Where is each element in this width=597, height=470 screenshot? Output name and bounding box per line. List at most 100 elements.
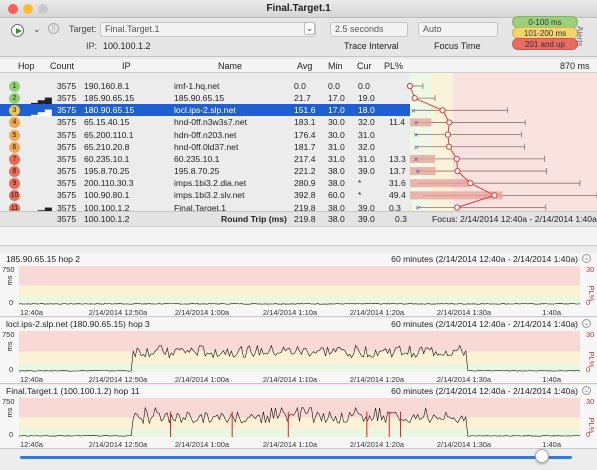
hop-number-badge: 6: [9, 141, 20, 153]
x-tick-label: 2/14/2014 1:30a: [437, 440, 492, 449]
y-axis-label: ms: [5, 275, 14, 285]
play-icon[interactable]: [11, 24, 24, 37]
hop-avg: 219.8: [294, 202, 316, 213]
latency-trace: [18, 344, 581, 372]
y-tick-bottom: 0: [9, 298, 13, 307]
hop-number-badge: 11: [9, 202, 20, 214]
col-pl[interactable]: PL%: [384, 61, 404, 71]
packet-loss-bar: [410, 179, 470, 188]
col-hop[interactable]: Hop: [18, 61, 35, 71]
zoom-window-icon[interactable]: [38, 4, 48, 14]
x-tick-label: 1:40a: [542, 375, 562, 384]
avg-latency-point: [446, 119, 453, 126]
close-window-icon[interactable]: [8, 4, 18, 14]
hop-row[interactable]: 1 3575 190.160.8.1 imf-1.hq.net 0.0 0.0 0.0: [0, 80, 597, 92]
hop-count: 3575: [57, 153, 77, 164]
graph-menu-icon[interactable]: ⌄: [582, 254, 591, 263]
col-ip[interactable]: IP: [122, 61, 131, 71]
hop-ip: 65.200.110.1: [84, 129, 134, 140]
hop-row[interactable]: 7 3575 60.235.10.1 60.235.10.1 217.4 31.0 31.0…: [0, 153, 597, 165]
current-marker: ×: [414, 143, 419, 152]
avg-latency-point: [454, 167, 461, 175]
hop-avg: 217.4: [294, 153, 316, 164]
hop-avg: 221.2: [294, 166, 316, 177]
current-marker: ×: [411, 106, 416, 115]
latency-trace: [19, 303, 581, 305]
hop-avg: 176.4: [294, 129, 316, 140]
hop-ip: 180.90.65.15: [84, 105, 135, 116]
hop-count: 3575: [57, 202, 77, 213]
hop-ip: 190.160.8.1: [84, 81, 130, 91]
legend-mid-label: 101-200 ms: [523, 29, 567, 38]
summary-count: 3575: [57, 214, 77, 224]
hop-min: 31.0: [328, 153, 345, 164]
summary-label: Round Trip (ms): [221, 214, 287, 224]
hop-cur: 39.0: [358, 202, 375, 213]
zone-good: [410, 73, 432, 213]
graph-icon[interactable]: ▁▃▅: [31, 203, 52, 214]
packet-loss-bar: [410, 118, 432, 127]
pause-icon[interactable]: ||: [48, 23, 59, 34]
col-avg[interactable]: Avg: [297, 61, 313, 71]
target-dropdown-icon[interactable]: ⌄: [304, 22, 315, 35]
pl-tick-bottom: 0: [586, 365, 590, 374]
graph-menu-icon[interactable]: ⌄: [582, 386, 591, 395]
minimize-window-icon[interactable]: [23, 4, 33, 14]
summary-cur: 39.0: [358, 214, 375, 224]
hop-row[interactable]: 5 3575 65.200.110.1 hdn-0ff.n203.net 176.4 30…: [0, 129, 597, 141]
focus-time-select[interactable]: Auto: [418, 22, 498, 37]
hop-row[interactable]: 4 3575 65.15.40.15 hnd-0ff.n3w3s7.net 183.1 3…: [0, 116, 597, 129]
target-input[interactable]: Final.Target.1: [100, 22, 316, 37]
hop-cur: 19.0: [358, 93, 375, 104]
timeline-graph[interactable]: 185.90.65.15 hop 2 60 minutes (2/14/2014 …: [0, 253, 597, 317]
legend-high: 201 and up: [512, 38, 578, 50]
hop-name: Final.Target.1: [174, 202, 227, 213]
alerts-tab[interactable]: Alerts: [575, 26, 584, 47]
col-name[interactable]: Name: [218, 61, 243, 71]
packet-loss-bar: [410, 167, 436, 176]
graph-title: Final.Target.1 (100.100.1.2) hop 11: [6, 386, 140, 396]
summary-min: 38.0: [328, 214, 345, 224]
hop-latency-chart: ×××××××××: [406, 73, 597, 213]
hop-row[interactable]: 6 3575 65.210.20.8 hnd-0ff.0ld37.net 181.7 31…: [0, 141, 597, 153]
chevron-down-icon[interactable]: ⌄: [33, 24, 41, 34]
timeline-graph[interactable]: Final.Target.1 (100.100.1.2) hop 11 60 mi…: [0, 385, 597, 449]
hop-pl: 0.3: [389, 202, 401, 213]
hop-pl: 11.4: [389, 117, 406, 128]
time-slider-track[interactable]: [20, 456, 572, 459]
hop-row[interactable]: 2 3575 185.90.65.15 185.90.65.15 21.7 17.0 19.…: [0, 92, 597, 105]
hop-row[interactable]: 10 3575 100.90.80.1 imps.1bi3.2.slv.net 392.…: [0, 189, 597, 202]
graph-menu-icon[interactable]: ⌄: [582, 319, 591, 328]
x-tick-label: 2/14/2014 12:50a: [89, 440, 148, 449]
hop-min: 31.0: [328, 141, 345, 152]
col-min[interactable]: Min: [328, 61, 343, 71]
x-tick-label: 12:40a: [20, 440, 44, 449]
hop-count: 3575: [57, 141, 77, 152]
graph-icon[interactable]: ▁▃▅: [31, 106, 52, 117]
time-slider-knob[interactable]: [535, 449, 549, 463]
hop-ip: 185.90.65.15: [84, 93, 135, 104]
current-marker: ×: [415, 167, 420, 176]
summary-avg: 219.8: [294, 214, 316, 224]
pane-splitter[interactable]: [0, 226, 597, 246]
hop-min: 30.0: [328, 129, 345, 140]
hop-row[interactable]: 8 3575 195.8.70.25 195.8.70.25 221.2 38.0 39.0…: [0, 165, 597, 178]
hop-number-badge: 1: [9, 81, 20, 92]
hop-count: 3575: [57, 166, 77, 177]
hop-name: locl.ips-2.slp.net: [174, 105, 236, 116]
hop-row[interactable]: 9 3575 200.110.30.3 imps.1bi3.2.dia.net 280.…: [0, 177, 597, 190]
col-cur[interactable]: Cur: [357, 61, 372, 71]
hop-number-badge: 2: [9, 93, 20, 105]
x-tick-label: 2/14/2014 1:30a: [437, 375, 492, 384]
graph-title: locl.ips-2.slp.net (180.90.65.15) hop 3: [6, 319, 150, 329]
hop-number-badge: 10: [9, 190, 20, 202]
graph-icon[interactable]: ▁▃▅: [31, 94, 52, 105]
hop-row[interactable]: 11 3575 100.100.1.2 Final.Target.1 219.8 38.0…: [0, 202, 597, 214]
col-count[interactable]: Count: [50, 61, 75, 71]
y-axis-label: ms: [5, 407, 14, 417]
hop-avg: 21.7: [294, 93, 311, 104]
trace-interval-select[interactable]: 2.5 seconds: [330, 22, 408, 37]
timeline-graph[interactable]: locl.ips-2.slp.net (180.90.65.15) hop 3 6…: [0, 318, 597, 384]
plot-zone-good: [19, 363, 580, 372]
